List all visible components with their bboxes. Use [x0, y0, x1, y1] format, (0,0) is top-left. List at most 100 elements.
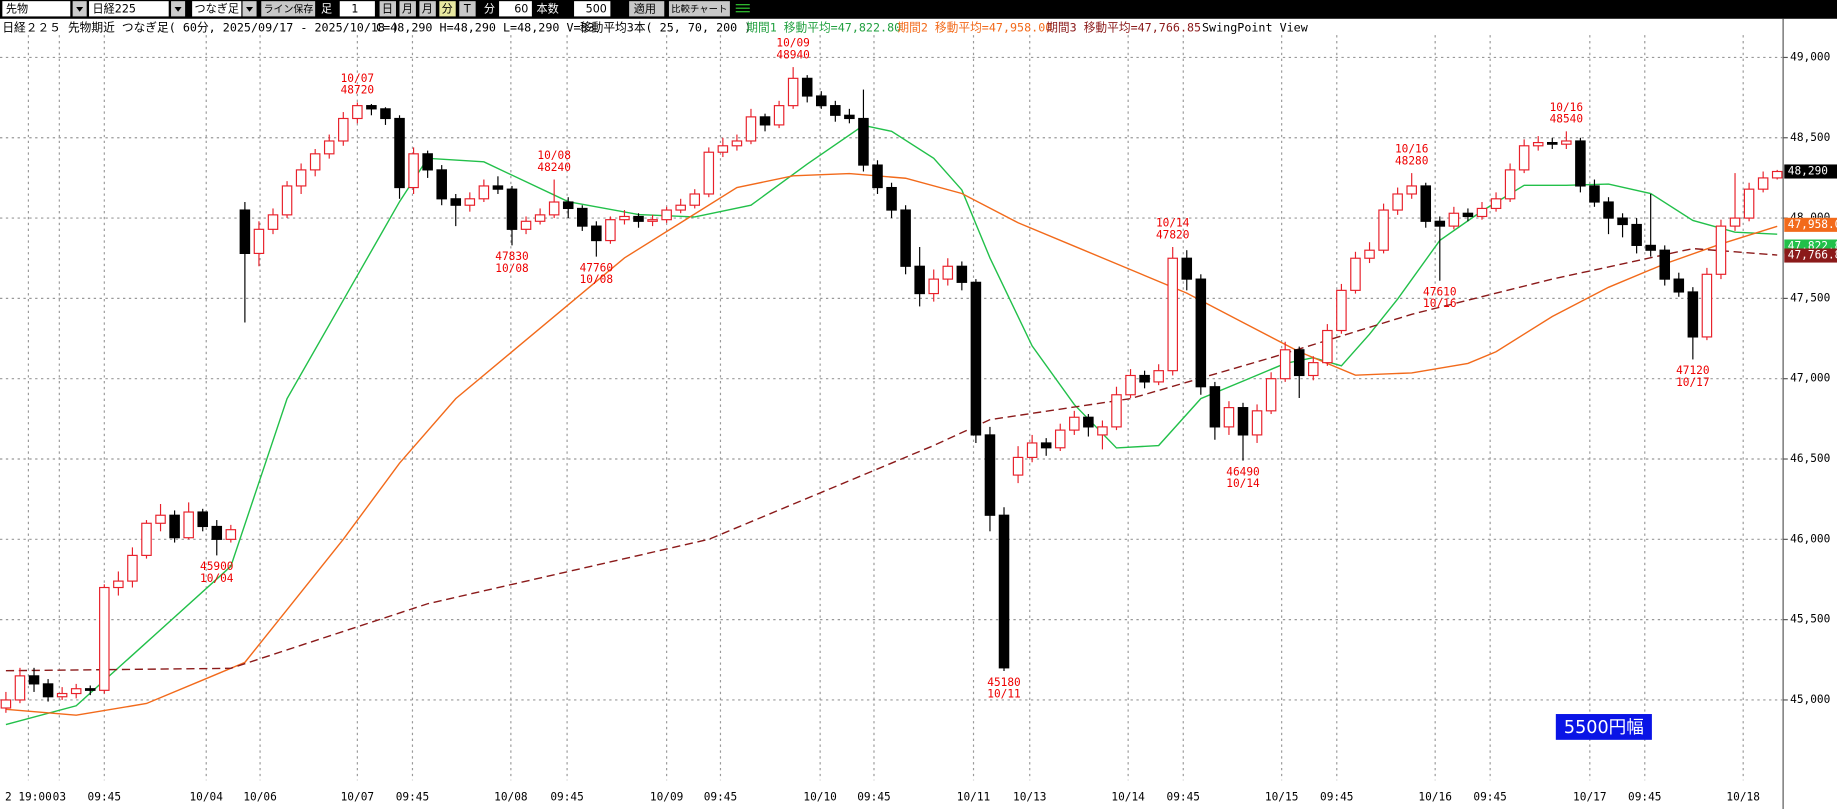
- candle-body: [155, 514, 166, 524]
- candle-body: [998, 514, 1010, 669]
- candle-body: [1603, 201, 1614, 219]
- price-box: [1784, 217, 1837, 232]
- bar-count: 1: [351, 2, 358, 15]
- symbol-select[interactable]: [89, 1, 169, 17]
- swing-low-date: 10/14: [1226, 477, 1260, 490]
- candle-body: [309, 153, 321, 171]
- x-tick-label: 09:45: [1320, 790, 1353, 803]
- candle-body: [647, 219, 658, 222]
- candle-body: [703, 151, 715, 195]
- x-tick-label: 10/18: [1726, 790, 1759, 803]
- series-type: つなぎ足: [194, 1, 238, 15]
- candle-body: [942, 265, 954, 280]
- candle-body: [14, 675, 26, 701]
- week-button[interactable]: [399, 1, 416, 17]
- candle-body: [0, 699, 12, 709]
- y-tick-label: 46,500: [1790, 452, 1830, 465]
- save-line-button[interactable]: [261, 1, 316, 17]
- swing-low-value: 47830: [495, 250, 528, 263]
- candle-body: [478, 185, 490, 200]
- candle-body: [492, 185, 504, 190]
- swing-low-date: 10/17: [1676, 376, 1709, 389]
- swing-low-value: 45900: [200, 560, 233, 573]
- candle-body: [984, 434, 996, 516]
- candle-body: [1575, 140, 1586, 187]
- candle-body: [70, 688, 82, 695]
- candle-body: [1729, 217, 1741, 227]
- candle-body: [1659, 249, 1671, 280]
- minute-button[interactable]: [439, 1, 456, 17]
- x-tick-label: 09:45: [704, 790, 737, 803]
- bar-label: 足: [321, 2, 332, 15]
- x-tick-label: 10/16: [1418, 790, 1451, 803]
- day-button[interactable]: [379, 1, 396, 17]
- candle-body: [1462, 212, 1474, 218]
- x-tick-label: 10/14: [1111, 790, 1145, 803]
- swing-low-value: 45180: [987, 676, 1020, 689]
- count-input[interactable]: [574, 1, 611, 17]
- moving-average: [5, 247, 1778, 672]
- candle-body: [1420, 185, 1432, 222]
- candle-body: [1012, 456, 1024, 476]
- candle-body: [591, 225, 602, 242]
- series-select[interactable]: [192, 1, 242, 17]
- candle-body: [633, 215, 644, 222]
- candle-body: [1448, 212, 1460, 227]
- info-view: SwingPoint View: [1202, 21, 1309, 35]
- candle-body: [872, 164, 883, 189]
- candle-body: [1251, 410, 1263, 436]
- candle-body: [1406, 185, 1417, 195]
- price-box: [1784, 248, 1837, 263]
- swing-low-date: 10/11: [987, 687, 1020, 700]
- candle-body: [1279, 349, 1291, 380]
- minutes-input[interactable]: [499, 1, 532, 17]
- bar-count-input[interactable]: [339, 1, 375, 17]
- x-tick-label: 09:45: [1628, 790, 1661, 803]
- candle-body: [1631, 223, 1642, 246]
- candle-body: [1715, 225, 1727, 275]
- candle-body: [1069, 416, 1080, 431]
- price-box-label: 48,290: [1788, 164, 1828, 177]
- candle-body: [1209, 386, 1221, 428]
- candle-body: [1532, 141, 1544, 147]
- candle-body: [1125, 374, 1136, 396]
- candle-body: [1392, 193, 1403, 211]
- dropdown-arrow: [76, 7, 84, 12]
- candle-body: [1195, 278, 1207, 388]
- candle-body: [1757, 177, 1769, 190]
- dropdown-arrow: [174, 7, 182, 12]
- apply: 適用: [634, 1, 656, 15]
- candle-body: [450, 198, 462, 206]
- market: 先物: [6, 1, 28, 15]
- candle-body: [1322, 329, 1333, 364]
- compare-button[interactable]: [668, 1, 730, 17]
- candle-body: [619, 215, 630, 221]
- candle-body: [295, 169, 307, 187]
- month-button[interactable]: [419, 1, 436, 17]
- y-tick-label: 47,500: [1790, 291, 1830, 304]
- market-select[interactable]: [2, 1, 71, 17]
- candle-body: [689, 193, 701, 206]
- candle-body: [464, 198, 476, 206]
- x-tick-label: 09:45: [396, 790, 429, 803]
- swing-high-date: 10/14: [1156, 217, 1190, 230]
- x-tick-label: 10/10: [803, 790, 836, 803]
- tick-button[interactable]: [459, 1, 476, 17]
- candle-body: [1083, 416, 1094, 428]
- apply-button[interactable]: [629, 1, 665, 17]
- candle-body: [323, 140, 335, 155]
- candle-body: [801, 77, 813, 97]
- price-box-label: 47,766.8: [1788, 249, 1837, 262]
- candle-body: [211, 525, 223, 540]
- candle-body: [745, 116, 757, 142]
- tick: T: [463, 2, 471, 15]
- candle-body: [169, 514, 180, 539]
- x-tick-label: 10/09: [650, 790, 683, 803]
- x-tick-label: 10/08: [494, 790, 527, 803]
- toolbar-icon[interactable]: [735, 4, 750, 13]
- plot: 45,00045,50046,00046,50047,00047,50048,0…: [0, 35, 1837, 803]
- candle-body: [338, 117, 349, 142]
- candle-body: [759, 116, 771, 126]
- candle-body: [956, 265, 968, 283]
- compare: 比較チャート: [671, 3, 727, 15]
